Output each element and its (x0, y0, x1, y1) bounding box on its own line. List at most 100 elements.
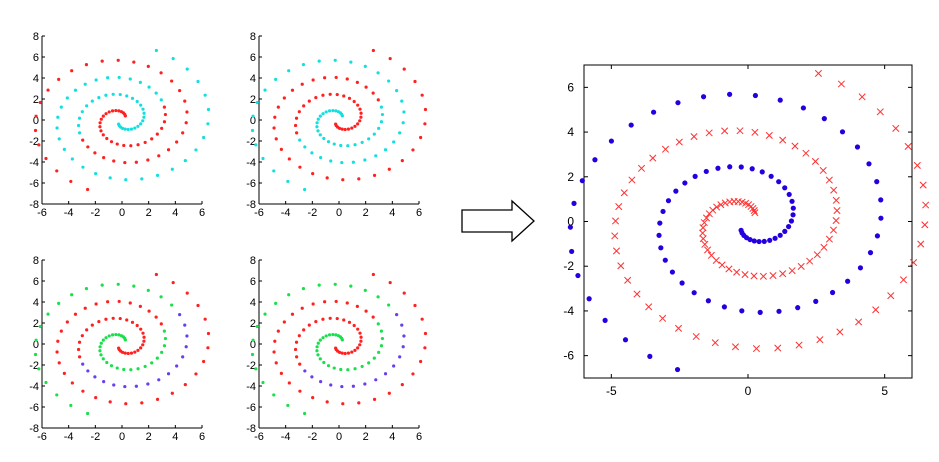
data-point-dot (658, 245, 664, 251)
data-point (303, 187, 307, 192)
data-point (175, 364, 179, 368)
data-point (358, 331, 362, 335)
data-point (315, 345, 319, 349)
data-point (360, 364, 364, 369)
data-point (98, 125, 102, 129)
data-point (353, 143, 357, 147)
data-point (367, 361, 371, 365)
y-tick-label: 8 (33, 31, 39, 43)
data-point (360, 140, 364, 145)
data-point (170, 167, 174, 171)
data-point (159, 295, 163, 299)
data-point (154, 48, 158, 53)
data-point (317, 59, 321, 63)
data-point (255, 324, 259, 329)
data-point (121, 350, 125, 354)
data-point-x (645, 303, 653, 311)
data-point (301, 63, 306, 67)
data-point (94, 78, 98, 82)
data-point-x (788, 267, 796, 275)
data-point (181, 131, 185, 135)
y-tick-label: -8 (29, 199, 39, 211)
data-point (423, 107, 428, 112)
data-point (159, 322, 163, 326)
data-point (314, 95, 318, 100)
data-point (353, 348, 357, 352)
data-point (99, 341, 103, 345)
data-point (411, 148, 415, 152)
data-point-x (872, 306, 880, 314)
data-point (255, 100, 259, 105)
data-point (359, 339, 363, 343)
data-point (83, 306, 87, 310)
data-point (316, 353, 320, 357)
data-point (274, 301, 278, 305)
data-point (346, 144, 350, 148)
data-point (56, 339, 60, 343)
x-tick-label: 0 (336, 431, 342, 443)
data-point (57, 301, 61, 305)
data-point (135, 323, 139, 328)
data-point (318, 114, 322, 118)
data-point-x (791, 142, 799, 150)
data-point (116, 58, 120, 62)
data-point (402, 291, 406, 295)
data-point-x (922, 201, 930, 209)
data-point (154, 91, 158, 95)
data-point (358, 107, 362, 111)
x-tick-label: -5 (606, 384, 617, 398)
data-point-dot (788, 218, 795, 224)
data-point (251, 338, 255, 342)
data-point (206, 346, 210, 350)
data-point (372, 356, 376, 360)
data-point (290, 88, 295, 92)
data-point (123, 160, 127, 165)
data-point (357, 401, 361, 405)
data-point (141, 119, 145, 123)
data-point-dot (854, 144, 861, 150)
data-point (98, 349, 102, 353)
data-point (34, 338, 38, 342)
x-tick-label: 6 (199, 431, 205, 443)
data-point (136, 143, 140, 147)
data-point (136, 367, 140, 371)
data-point (38, 100, 42, 105)
data-point-x (917, 240, 925, 248)
data-point (321, 336, 325, 340)
data-point-dot (692, 173, 698, 179)
data-point (294, 340, 299, 344)
data-point-dot (782, 185, 788, 191)
data-point (316, 117, 320, 121)
data-point (367, 137, 371, 141)
data-point (77, 116, 82, 120)
data-point (109, 140, 114, 144)
data-point (279, 371, 283, 375)
data-point-x (736, 127, 744, 135)
data-point-x (721, 127, 729, 135)
data-point-dot (785, 223, 792, 230)
data-point (155, 132, 159, 136)
data-point (327, 109, 332, 113)
data-point (119, 110, 123, 114)
data-point-x (712, 256, 720, 264)
data-point (402, 110, 406, 114)
data-point (339, 367, 343, 372)
y-tick-label: -4 (29, 157, 39, 169)
data-point-x (802, 149, 810, 157)
x-tick-label: 0 (336, 207, 342, 219)
data-point (81, 362, 85, 366)
data-point (138, 80, 142, 84)
x-tick-label: 6 (416, 431, 422, 443)
data-point (130, 320, 135, 324)
data-point (146, 288, 150, 292)
data-point (387, 79, 391, 83)
data-point-x (855, 318, 863, 326)
data-point-dot (657, 220, 663, 226)
data-point (128, 301, 132, 305)
data-point (400, 159, 404, 163)
data-point (388, 280, 392, 285)
y-tick-label: -6 (563, 349, 574, 363)
data-point (84, 63, 89, 67)
data-point (287, 381, 291, 385)
data-point (147, 309, 151, 313)
